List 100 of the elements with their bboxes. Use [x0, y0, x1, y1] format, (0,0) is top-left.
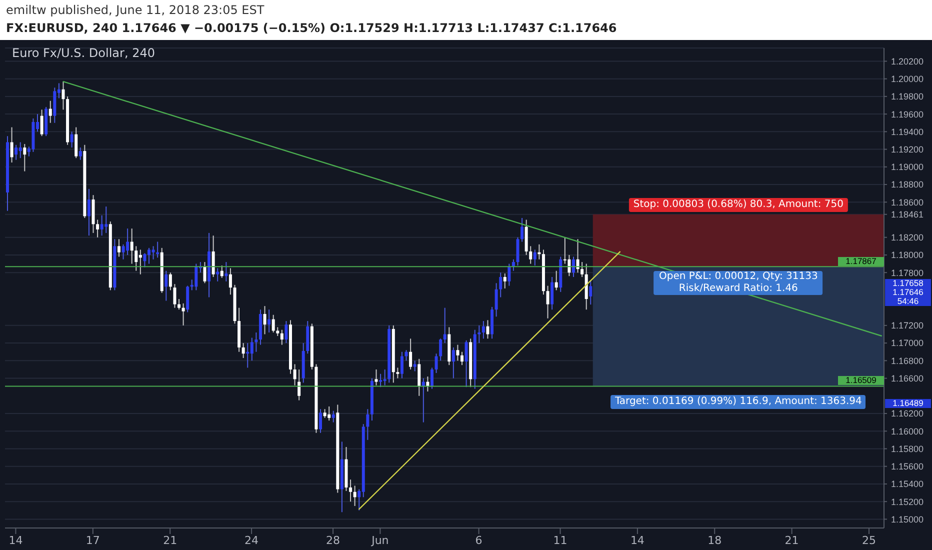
- candlestick: [516, 236, 520, 266]
- candlestick: [122, 244, 125, 260]
- candlestick: [366, 408, 370, 440]
- chart-title: Euro Fx/U.S. Dollar, 240: [12, 46, 155, 60]
- candlestick: [379, 373, 382, 388]
- candlestick: [126, 228, 130, 256]
- candlestick: [430, 367, 434, 390]
- candlestick: [418, 358, 421, 396]
- candlestick: [589, 280, 592, 306]
- x-tick-label: Jun: [370, 534, 389, 547]
- y-tick-label: 1.18461: [891, 210, 924, 220]
- candlestick: [499, 272, 502, 298]
- candlestick: [520, 217, 524, 242]
- candlestick: [293, 364, 296, 386]
- candlestick: [443, 307, 446, 344]
- candlestick: [413, 360, 416, 372]
- candlestick: [529, 246, 532, 264]
- y-tick-label: 1.16800: [891, 356, 924, 366]
- candlestick: [374, 368, 378, 386]
- candlestick: [404, 350, 408, 362]
- candlestick: [14, 144, 18, 160]
- y-tick-label: 1.19600: [891, 109, 924, 120]
- candlestick: [164, 270, 168, 302]
- candlestick: [168, 272, 172, 291]
- text: 1.17646: [885, 287, 931, 298]
- y-tick-label: 1.17200: [891, 320, 924, 331]
- y-tick-label: 1.16200: [891, 408, 924, 419]
- candlestick: [220, 265, 224, 278]
- chart-subtitle: FX:EURUSD, 240 1.17646 ▼ −0.00175 (−0.15%) O:1.17529 H:1.17713 L:1.17437 C:1.17646: [6, 21, 617, 35]
- candlestick: [400, 351, 404, 379]
- candlestick: [456, 344, 460, 362]
- candlestick: [328, 406, 331, 422]
- y-tick-label: 1.15200: [891, 496, 924, 507]
- candlestick: [78, 147, 82, 160]
- candlestick: [268, 309, 271, 333]
- candlestick: [546, 285, 550, 319]
- candlestick: [272, 314, 275, 333]
- candlestick: [74, 126, 78, 159]
- y-tick-label: 1.19200: [891, 144, 924, 154]
- candlestick: [194, 263, 198, 291]
- candlestick: [173, 284, 176, 308]
- candlestick: [298, 368, 301, 401]
- y-tick-label: 1.19000: [891, 162, 924, 172]
- y-tick-label: 1.18600: [891, 197, 924, 208]
- candlestick: [439, 338, 442, 362]
- candlestick: [383, 368, 386, 386]
- candlestick: [349, 479, 352, 502]
- y-tick-label: 1.20200: [891, 56, 924, 66]
- candlestick: [353, 485, 356, 506]
- candlestick: [62, 80, 65, 110]
- candlestick: [143, 252, 146, 268]
- candlestick: [254, 332, 258, 352]
- y-tick-label: 1.19800: [891, 92, 924, 102]
- candlestick: [332, 410, 335, 423]
- candlestick: [186, 285, 190, 313]
- candlestick: [422, 378, 425, 423]
- candlestick: [464, 340, 468, 388]
- candlestick: [319, 408, 322, 434]
- x-tick-label: 14: [8, 534, 23, 547]
- candlestick: [182, 302, 185, 326]
- candlestick: [87, 188, 90, 236]
- x-tick-label: 18: [708, 534, 722, 547]
- y-tick-label: 1.18200: [891, 232, 924, 243]
- candlestick: [18, 142, 22, 159]
- candlestick: [228, 268, 232, 296]
- candlestick: [452, 346, 455, 379]
- y-tick-label: 1.15800: [891, 444, 924, 454]
- candlestick: [409, 338, 412, 370]
- text: emiltw published, June 11, 2018 23:05 EST: [6, 3, 264, 17]
- candlestick: [508, 263, 511, 286]
- candlestick: [23, 144, 26, 172]
- annotation: Risk/Reward Ratio: 1.46: [678, 282, 799, 295]
- x-tick-label: 21: [784, 534, 799, 547]
- candlestick: [568, 254, 571, 277]
- y-tick-label: 1.18000: [891, 250, 924, 260]
- candlestick: [152, 246, 155, 260]
- candlestick: [533, 249, 536, 266]
- candlestick: [40, 109, 44, 137]
- candlestick: [554, 270, 558, 291]
- candlestick: [572, 256, 575, 278]
- candlestick: [460, 351, 464, 366]
- candlestick: [280, 329, 284, 346]
- x-tick-label: 28: [326, 534, 340, 547]
- x-tick-label: 17: [86, 534, 100, 547]
- x-tick-label: 6: [475, 534, 482, 547]
- candlestick: [580, 262, 584, 278]
- y-tick-label: 1.17800: [891, 268, 924, 278]
- candlestick: [284, 320, 288, 344]
- candlestick: [550, 276, 554, 310]
- y-tick-label: 1.15600: [891, 462, 924, 472]
- candlestick: [104, 206, 108, 234]
- y-tick-label: 1.15000: [891, 514, 924, 524]
- candlestick: [512, 258, 515, 272]
- y-tick-label: 1.20000: [891, 74, 924, 84]
- ref-line-label: 1.16509: [838, 375, 884, 386]
- candlestick: [130, 228, 134, 264]
- annotation: Open P&L: 0.00012, Qty: 31133: [658, 270, 818, 283]
- candlestick: [426, 376, 430, 392]
- y-tick-label: 1.16600: [891, 373, 924, 384]
- candlestick: [70, 131, 74, 148]
